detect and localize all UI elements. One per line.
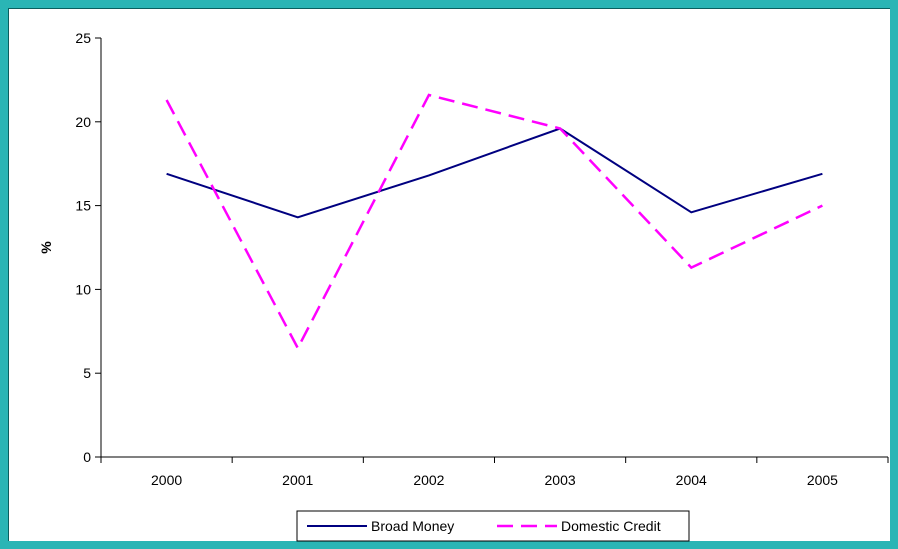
- y-axis-title: %: [38, 241, 54, 254]
- legend: Broad Money Domestic Credit: [296, 510, 690, 542]
- y-tick-label: 10: [75, 281, 91, 297]
- y-tick-label: 5: [83, 365, 91, 381]
- x-tick-label: 2003: [545, 472, 576, 488]
- y-tick-label: 0: [83, 449, 91, 465]
- series-lines: [165, 93, 823, 351]
- x-tick-label: 2000: [151, 472, 182, 488]
- x-tick-label: 2005: [807, 472, 838, 488]
- line-chart: 0 5 10 15 20 25 2000 2001 2002 2003 2004 2005 % Br…: [38, 30, 889, 542]
- legend-box: [296, 510, 690, 542]
- x-axis-ticks: 2000 2001 2002 2003 2004 2005: [100, 457, 889, 488]
- x-tick-label: 2004: [676, 472, 707, 488]
- y-tick-label: 20: [75, 114, 91, 130]
- x-tick-label: 2002: [413, 472, 444, 488]
- axes: [100, 38, 888, 458]
- legend-label: Broad Money: [371, 518, 454, 534]
- legend-label: Domestic Credit: [561, 518, 661, 534]
- y-tick-label: 25: [75, 30, 91, 46]
- series-line-domestic-credit: [165, 93, 823, 351]
- chart-frame: 0 5 10 15 20 25 2000 2001 2002 2003 2004 2005 % Br…: [8, 8, 890, 542]
- y-axis-ticks: 0 5 10 15 20 25: [75, 30, 101, 465]
- series-line-broad-money: [166, 127, 823, 219]
- y-tick-label: 15: [75, 198, 91, 214]
- x-tick-label: 2001: [282, 472, 313, 488]
